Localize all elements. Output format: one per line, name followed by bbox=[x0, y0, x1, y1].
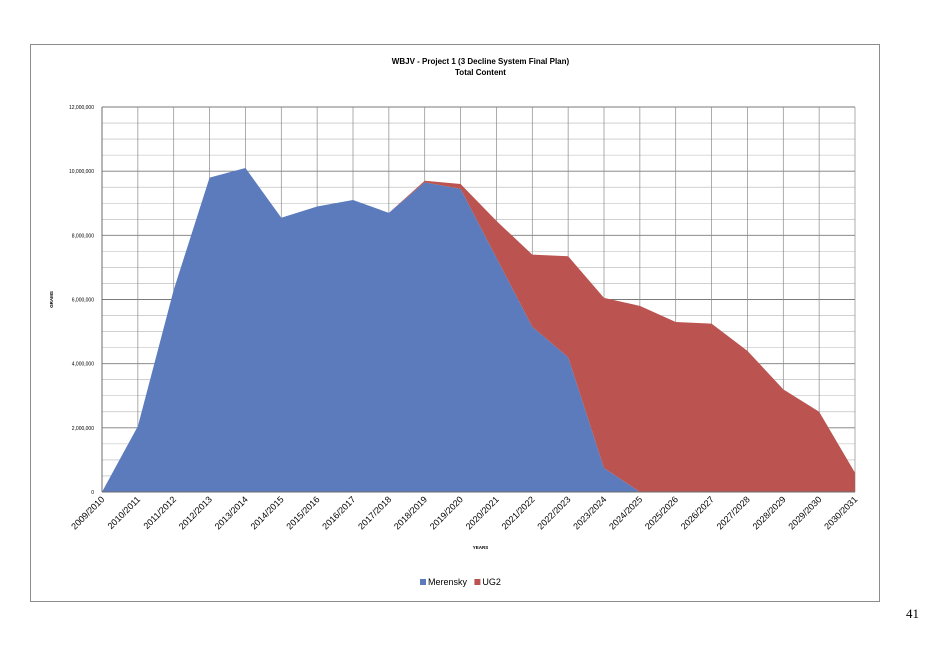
area-ug2 bbox=[102, 167, 855, 492]
x-tick-label: 2030/2031 bbox=[822, 494, 859, 531]
chart-frame: WBJV - Project 1 (3 Decline System Final… bbox=[30, 44, 880, 602]
x-tick-label: 2024/2025 bbox=[607, 494, 644, 531]
y-axis-label: GRAMS bbox=[49, 291, 54, 308]
x-tick-label: 2028/2029 bbox=[751, 494, 788, 531]
y-tick-label: 6,000,000 bbox=[72, 298, 94, 304]
x-tick-label: 2023/2024 bbox=[571, 494, 608, 531]
x-tick-label: 2013/2014 bbox=[213, 494, 250, 531]
x-tick-label: 2012/2013 bbox=[177, 494, 214, 531]
area-chart: WBJV - Project 1 (3 Decline System Final… bbox=[49, 57, 859, 587]
area-merensky bbox=[102, 167, 855, 492]
x-tick-label: 2014/2015 bbox=[249, 494, 286, 531]
x-axis-label: YEARS bbox=[473, 545, 489, 550]
x-tick-label: 2016/2017 bbox=[320, 494, 357, 531]
y-tick-label: 8,000,000 bbox=[72, 233, 94, 239]
x-tick-label: 2010/2011 bbox=[106, 494, 143, 531]
x-tick-label: 2018/2019 bbox=[392, 494, 429, 531]
x-tick-label: 2019/2020 bbox=[428, 494, 465, 531]
legend-label-ug2: UG2 bbox=[482, 577, 501, 587]
x-tick-label: 2009/2010 bbox=[69, 494, 106, 531]
x-tick-label: 2017/2018 bbox=[356, 494, 393, 531]
x-tick-label: 2025/2026 bbox=[643, 494, 680, 531]
x-tick-label: 2021/2022 bbox=[500, 494, 537, 531]
x-tick-label: 2026/2027 bbox=[679, 494, 716, 531]
legend-swatch-ug2 bbox=[474, 579, 481, 585]
y-tick-label: 0 bbox=[91, 490, 94, 496]
x-tick-label: 2029/2030 bbox=[786, 494, 823, 531]
x-tick-label: 2015/2016 bbox=[284, 494, 321, 531]
legend-swatch-merensky bbox=[420, 579, 426, 585]
page-number: 41 bbox=[906, 606, 919, 621]
x-tick-label: 2011/2012 bbox=[141, 494, 178, 531]
y-tick-label: 2,000,000 bbox=[72, 426, 94, 432]
y-tick-label: 12,000,000 bbox=[69, 105, 94, 111]
chart-title: WBJV - Project 1 (3 Decline System Final… bbox=[392, 57, 570, 66]
x-tick-label: 2027/2028 bbox=[715, 494, 752, 531]
y-tick-label: 10,000,000 bbox=[69, 169, 94, 175]
legend-label-merensky: Merensky bbox=[428, 577, 468, 587]
x-tick-label: 2022/2023 bbox=[535, 494, 572, 531]
chart-subtitle: Total Content bbox=[455, 68, 506, 77]
x-tick-label: 2020/2021 bbox=[464, 494, 501, 531]
y-tick-label: 4,000,000 bbox=[72, 362, 94, 368]
